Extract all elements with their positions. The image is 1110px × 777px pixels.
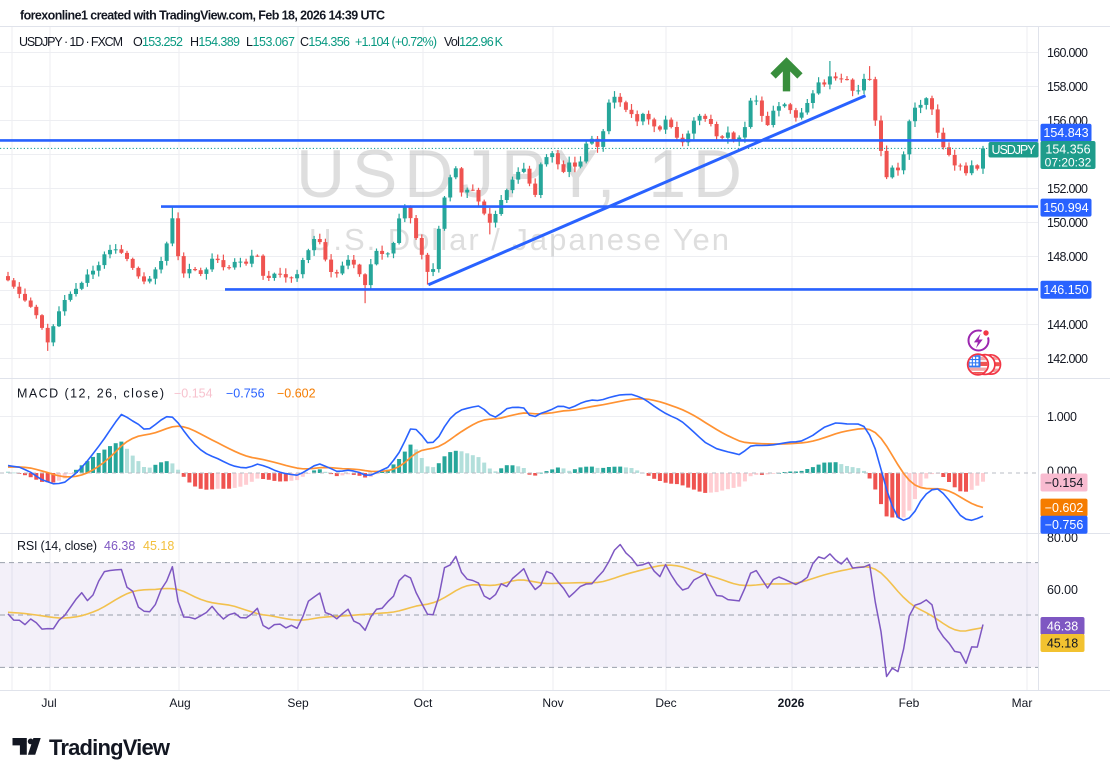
svg-text:L153.067: L153.067 (246, 35, 295, 49)
svg-text:Jul: Jul (41, 696, 56, 710)
svg-text:−0.154: −0.154 (1045, 476, 1084, 490)
svg-text:−0.154: −0.154 (174, 387, 213, 401)
svg-text:154.843: 154.843 (1043, 126, 1088, 140)
svg-text:Aug: Aug (169, 696, 190, 710)
svg-text:USDJPY: USDJPY (992, 143, 1037, 157)
svg-text:46.38: 46.38 (1047, 619, 1078, 633)
svg-text:Sep: Sep (287, 696, 309, 710)
svg-text:60.00: 60.00 (1047, 583, 1078, 597)
svg-text:TradingView: TradingView (49, 735, 171, 760)
svg-text:Feb: Feb (899, 696, 920, 710)
svg-text:146.150: 146.150 (1043, 283, 1088, 297)
svg-text:1.000: 1.000 (1047, 410, 1077, 424)
svg-text:158.000: 158.000 (1047, 80, 1088, 94)
svg-text:142.000: 142.000 (1047, 352, 1088, 366)
svg-text:144.000: 144.000 (1047, 318, 1088, 332)
svg-text:152.000: 152.000 (1047, 182, 1088, 196)
svg-text:Vol122.96 K: Vol122.96 K (444, 35, 504, 49)
svg-text:H154.389: H154.389 (190, 35, 240, 49)
svg-text:RSI (14, close): RSI (14, close) (17, 539, 97, 553)
svg-text:C154.356: C154.356 (300, 35, 350, 49)
svg-text:46.38: 46.38 (104, 539, 135, 553)
svg-text:150.994: 150.994 (1043, 201, 1088, 215)
svg-text:−0.602: −0.602 (277, 387, 316, 401)
svg-text:45.18: 45.18 (1047, 636, 1078, 650)
svg-text:USDJPY · 1D · FXCM: USDJPY · 1D · FXCM (19, 35, 123, 49)
svg-text:80.00: 80.00 (1047, 531, 1078, 545)
svg-text:150.000: 150.000 (1047, 216, 1088, 230)
svg-text:2026: 2026 (778, 696, 805, 710)
svg-text:Nov: Nov (542, 696, 563, 710)
svg-text:−0.756: −0.756 (226, 387, 265, 401)
svg-text:+1.104 (+0.72%): +1.104 (+0.72%) (355, 35, 437, 49)
svg-text:Oct: Oct (414, 696, 433, 710)
svg-text:160.000: 160.000 (1047, 46, 1088, 60)
svg-text:forexonline1 created with Trad: forexonline1 created with TradingView.co… (20, 9, 385, 23)
svg-text:U.S. Dollar / Japanese Yen: U.S. Dollar / Japanese Yen (309, 222, 729, 257)
svg-text:Mar: Mar (1012, 696, 1033, 710)
svg-text:−0.602: −0.602 (1045, 501, 1084, 515)
svg-text:−0.756: −0.756 (1045, 518, 1084, 532)
svg-text:07:20:32: 07:20:32 (1045, 156, 1092, 170)
svg-text:45.18: 45.18 (143, 539, 174, 553)
svg-text:154.356: 154.356 (1045, 143, 1090, 157)
svg-text:O153.252: O153.252 (133, 35, 183, 49)
svg-text:Dec: Dec (655, 696, 676, 710)
svg-text:148.000: 148.000 (1047, 250, 1088, 264)
